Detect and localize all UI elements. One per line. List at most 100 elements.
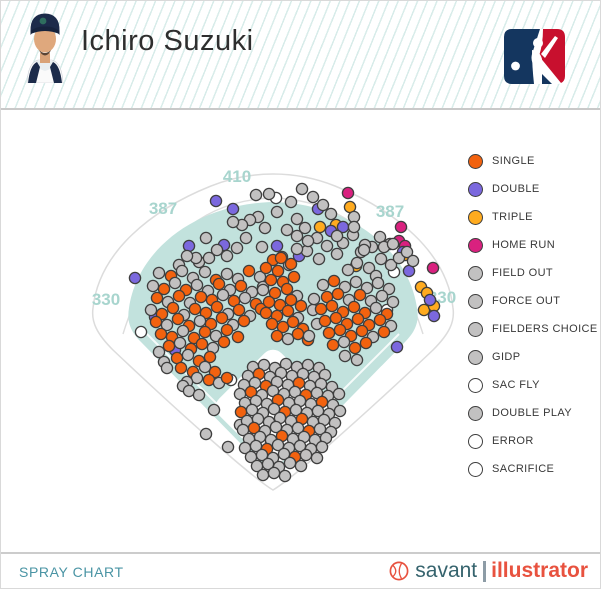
spray-point-out_gray[interactable] — [270, 205, 284, 219]
spray-point-out_gray[interactable] — [400, 245, 414, 259]
spray-point-single[interactable] — [237, 314, 251, 328]
spray-point-out_gray[interactable] — [152, 345, 166, 359]
spray-point-single[interactable] — [347, 300, 361, 314]
spray-point-single[interactable] — [172, 289, 186, 303]
spray-point-out_gray[interactable] — [160, 318, 174, 332]
spray-point-out_gray[interactable] — [238, 291, 252, 305]
spray-point-out_gray[interactable] — [221, 440, 235, 454]
spray-point-single[interactable] — [373, 313, 387, 327]
legend-item-sac-fly[interactable]: SAC FLY — [468, 371, 600, 399]
legend-item-double[interactable]: DOUBLE — [468, 175, 600, 203]
spray-point-single[interactable] — [291, 327, 305, 341]
spray-point-single[interactable] — [329, 311, 343, 325]
spray-point-out_gray[interactable] — [160, 361, 174, 375]
spray-point-single[interactable] — [262, 295, 276, 309]
spray-point-out_gray[interactable] — [332, 387, 346, 401]
spray-point-out_gray[interactable] — [320, 239, 334, 253]
spray-point-out_gray[interactable] — [207, 403, 221, 417]
spray-point-single[interactable] — [212, 277, 226, 291]
spray-point-double[interactable] — [427, 309, 441, 323]
spray-point-out_gray[interactable] — [357, 243, 371, 257]
spray-point-single[interactable] — [259, 306, 273, 320]
spray-point-out_gray[interactable] — [202, 251, 216, 265]
legend-item-sacrifice[interactable]: SACRIFICE — [468, 455, 600, 483]
spray-point-single[interactable] — [217, 335, 231, 349]
spray-point-out_gray[interactable] — [406, 254, 420, 268]
spray-point-out_gray[interactable] — [284, 195, 298, 209]
spray-point-out_gray[interactable] — [294, 459, 308, 473]
spray-point-out_gray[interactable] — [144, 303, 158, 317]
spray-point-single[interactable] — [294, 299, 308, 313]
spray-point-out_gray[interactable] — [374, 252, 388, 266]
spray-point-out_gray[interactable] — [199, 427, 213, 441]
spray-point-out_gray[interactable] — [324, 207, 338, 221]
spray-point-out_gray[interactable] — [362, 261, 376, 275]
spray-point-single[interactable] — [242, 264, 256, 278]
spray-point-single[interactable] — [318, 314, 332, 328]
spray-point-single[interactable] — [166, 301, 180, 315]
spray-point-single[interactable] — [171, 312, 185, 326]
spray-point-out_gray[interactable] — [267, 466, 281, 480]
spray-point-out_gray[interactable] — [337, 335, 351, 349]
spray-point-single[interactable] — [220, 323, 234, 337]
spray-point-single[interactable] — [331, 287, 345, 301]
spray-point-out_gray[interactable] — [283, 456, 297, 470]
spray-point-single[interactable] — [353, 288, 367, 302]
spray-point-single[interactable] — [203, 350, 217, 364]
spray-point-single[interactable] — [231, 330, 245, 344]
spray-point-double[interactable] — [182, 239, 196, 253]
spray-point-single[interactable] — [174, 361, 188, 375]
spray-point-double[interactable] — [270, 239, 284, 253]
spray-point-out_gray[interactable] — [175, 264, 189, 278]
legend-item-single[interactable]: SINGLE — [468, 147, 600, 175]
spray-point-out_gray[interactable] — [256, 283, 270, 297]
spray-point-single[interactable] — [314, 302, 328, 316]
spray-point-single[interactable] — [210, 300, 224, 314]
spray-point-single[interactable] — [274, 251, 288, 265]
spray-point-single[interactable] — [271, 264, 285, 278]
spray-point-home_run[interactable] — [341, 186, 355, 200]
spray-point-single[interactable] — [259, 261, 273, 275]
spray-point-out_gray[interactable] — [299, 448, 313, 462]
spray-point-out_gray[interactable] — [349, 275, 363, 289]
spray-point-out_gray[interactable] — [295, 182, 309, 196]
spray-point-out_gray[interactable] — [306, 190, 320, 204]
spray-point-single[interactable] — [162, 339, 176, 353]
spray-point-out_gray[interactable] — [168, 276, 182, 290]
spray-point-out_gray[interactable] — [255, 240, 269, 254]
spray-point-single[interactable] — [281, 304, 295, 318]
spray-point-out_gray[interactable] — [193, 314, 207, 328]
spray-point-out_gray[interactable] — [226, 215, 240, 229]
spray-point-single[interactable] — [325, 299, 339, 313]
spray-point-out_gray[interactable] — [146, 279, 160, 293]
legend-item-double-play[interactable]: DOUBLE PLAY — [468, 399, 600, 427]
spray-point-single[interactable] — [284, 257, 298, 271]
spray-point-single[interactable] — [149, 315, 163, 329]
spray-point-single[interactable] — [276, 320, 290, 334]
spray-point-out_gray[interactable] — [315, 440, 329, 454]
spray-point-out_gray[interactable] — [290, 242, 304, 256]
spray-point-out_gray[interactable] — [239, 231, 253, 245]
spray-point-single[interactable] — [351, 312, 365, 326]
spray-point-out_gray[interactable] — [290, 212, 304, 226]
spray-point-out_gray[interactable] — [198, 265, 212, 279]
legend-item-triple[interactable]: TRIPLE — [468, 203, 600, 231]
spray-point-single[interactable] — [195, 337, 209, 351]
legend-item-field-out[interactable]: FIELD OUT — [468, 259, 600, 287]
spray-point-single[interactable] — [268, 286, 282, 300]
spray-point-out_gray[interactable] — [281, 332, 295, 346]
spray-point-out_gray[interactable] — [258, 221, 272, 235]
spray-point-out_gray[interactable] — [152, 266, 166, 280]
spray-point-out_gray[interactable] — [338, 349, 352, 363]
spray-point-single[interactable] — [355, 324, 369, 338]
spray-point-single[interactable] — [194, 290, 208, 304]
spray-point-single[interactable] — [215, 311, 229, 325]
spray-point-double[interactable] — [128, 271, 142, 285]
spray-point-home_run[interactable] — [426, 261, 440, 275]
spray-point-out_gray[interactable] — [307, 292, 321, 306]
spray-point-out_gray[interactable] — [341, 263, 355, 277]
spray-point-single[interactable] — [265, 317, 279, 331]
legend-item-fielders-choice-out[interactable]: FIELDERS CHOICE OUT — [468, 315, 600, 343]
spray-point-single[interactable] — [157, 282, 171, 296]
spray-point-single[interactable] — [326, 338, 340, 352]
